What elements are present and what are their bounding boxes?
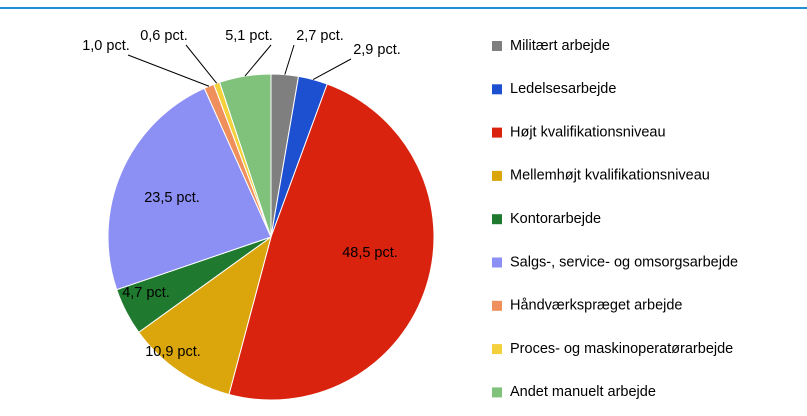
- legend-swatch: [492, 84, 502, 95]
- pie-slice: [138, 235, 272, 396]
- legend-swatch: [492, 41, 502, 51]
- legend-swatch: [492, 344, 502, 355]
- legend-label: Kontorarbejde: [510, 211, 601, 227]
- data-label: 0,6 pct.: [140, 28, 188, 44]
- data-label: 5,1 pct.: [225, 28, 273, 44]
- data-label: 23,5 pct.: [144, 190, 200, 206]
- legend-label: Salgs-, service- og omsorgsarbejde: [510, 254, 738, 270]
- legend-swatch: [492, 387, 502, 398]
- legend-label: Mellemhøjt kvalifikationsniveau: [510, 168, 710, 184]
- leader-line: [185, 44, 218, 84]
- legend-swatch: [492, 127, 502, 138]
- leader-line: [284, 44, 295, 75]
- legend-label: Højt kvalifikationsniveau: [510, 124, 666, 140]
- pie-slice: [228, 83, 435, 401]
- legend-swatch: [492, 300, 502, 311]
- data-label: 4,7 pct.: [122, 285, 170, 301]
- data-label: 48,5 pct.: [342, 245, 398, 261]
- legend-label: Håndværkspræget arbejde: [510, 298, 682, 314]
- pie-slice: [107, 87, 272, 291]
- data-label: 2,7 pct.: [296, 28, 344, 44]
- legend-label: Militært arbejde: [510, 38, 610, 54]
- pie-slice: [218, 73, 272, 238]
- leader-line: [127, 54, 210, 87]
- legend-swatch: [492, 214, 502, 225]
- leader-line: [312, 58, 352, 80]
- data-label: 10,9 pct.: [145, 344, 201, 360]
- data-label: 1,0 pct.: [82, 38, 130, 54]
- legend-label: Andet manuelt arbejde: [510, 384, 656, 400]
- legend-swatch: [492, 170, 502, 181]
- leader-line: [244, 44, 272, 77]
- data-label: 2,9 pct.: [353, 42, 401, 58]
- legend-swatch: [492, 257, 502, 268]
- legend-label: Ledelsesarbejde: [510, 81, 616, 97]
- legend-label: Proces- og maskinoperatørarbejde: [510, 341, 733, 357]
